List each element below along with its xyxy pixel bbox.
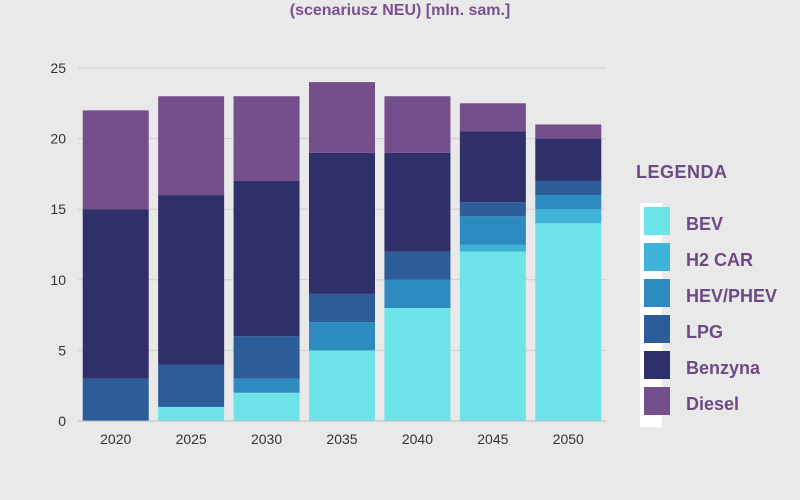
bar-segment-diesel — [384, 96, 451, 153]
y-tick-label: 20 — [50, 131, 66, 147]
bar-segment-hev-phev — [309, 322, 375, 351]
bar-segment-lpg — [309, 293, 375, 323]
legend-swatch-h2-car — [644, 243, 670, 271]
bar-segment-bev — [233, 392, 300, 421]
x-tick-label: 2045 — [477, 431, 508, 447]
bar-segment-diesel — [535, 124, 602, 139]
legend: LEGENDA BEV H2 CAR HEV/PHEV LPG Benzyna … — [636, 162, 777, 427]
bar-segment-diesel — [309, 82, 375, 153]
bar-segment-lpg — [233, 336, 300, 379]
bar-segment-benzyna — [459, 131, 526, 203]
bar-segment-lpg — [384, 251, 451, 280]
y-tick-label: 10 — [50, 272, 66, 288]
legend-label-hev-phev: HEV/PHEV — [686, 286, 778, 306]
legend-label-benzyna: Benzyna — [686, 358, 761, 378]
bar-segment-bev — [535, 223, 602, 421]
bar-segment-diesel — [233, 96, 300, 181]
legend-label-h2-car: H2 CAR — [686, 250, 754, 270]
x-tick-label: 2030 — [251, 431, 282, 447]
x-tick-label: 2040 — [402, 431, 433, 447]
bar-segment-benzyna — [158, 195, 225, 365]
bar-segment-bev — [459, 251, 526, 421]
x-tick-label: 2025 — [176, 431, 207, 447]
bar-segment-diesel — [459, 103, 526, 132]
bar-segment-lpg — [535, 180, 602, 196]
bar-segment-h2-car — [535, 209, 602, 224]
legend-swatch-benzyna — [644, 351, 670, 379]
bar-segment-bev — [384, 308, 451, 421]
bar-segment-hev-phev — [535, 195, 602, 210]
x-tick-label: 2035 — [326, 431, 357, 447]
bar-segment-bev — [158, 406, 225, 421]
legend-label-bev: BEV — [686, 214, 724, 234]
bar-segment-lpg — [158, 364, 225, 407]
bar-segment-h2-car — [459, 244, 526, 252]
legend-swatch-diesel — [644, 387, 670, 415]
bar-segment-hev-phev — [384, 279, 451, 309]
y-tick-label: 25 — [50, 60, 66, 76]
legend-swatch-lpg — [644, 315, 670, 343]
bar-segment-lpg — [459, 202, 526, 217]
legend-swatch-box — [640, 203, 670, 427]
legend-label-lpg: LPG — [686, 322, 724, 342]
bar-segment-benzyna — [82, 209, 149, 379]
bar-segment-lpg — [82, 378, 149, 421]
x-tick-label: 2020 — [100, 431, 131, 447]
bar-segment-diesel — [82, 110, 149, 210]
bar-segment-diesel — [158, 96, 225, 196]
y-tick-label: 15 — [50, 201, 66, 217]
y-tick-label: 0 — [58, 413, 66, 429]
bar-segment-bev — [309, 350, 375, 421]
bar-segment-hev-phev — [459, 216, 526, 245]
x-tick-label: 2050 — [553, 431, 584, 447]
bar-segment-benzyna — [384, 152, 451, 252]
bar-segment-benzyna — [233, 180, 300, 337]
bar-segment-benzyna — [535, 138, 602, 181]
bar-segment-hev-phev — [233, 378, 300, 393]
legend-swatch-hev-phev — [644, 279, 670, 307]
bar-segment-benzyna — [309, 152, 375, 294]
legend-label-diesel: Diesel — [686, 394, 740, 414]
legend-swatch-bev — [644, 207, 670, 235]
chart-subtitle: (scenariusz NEU) [mln. sam.] — [289, 2, 511, 19]
y-tick-label: 5 — [58, 342, 66, 358]
legend-title: LEGENDA — [636, 162, 728, 182]
